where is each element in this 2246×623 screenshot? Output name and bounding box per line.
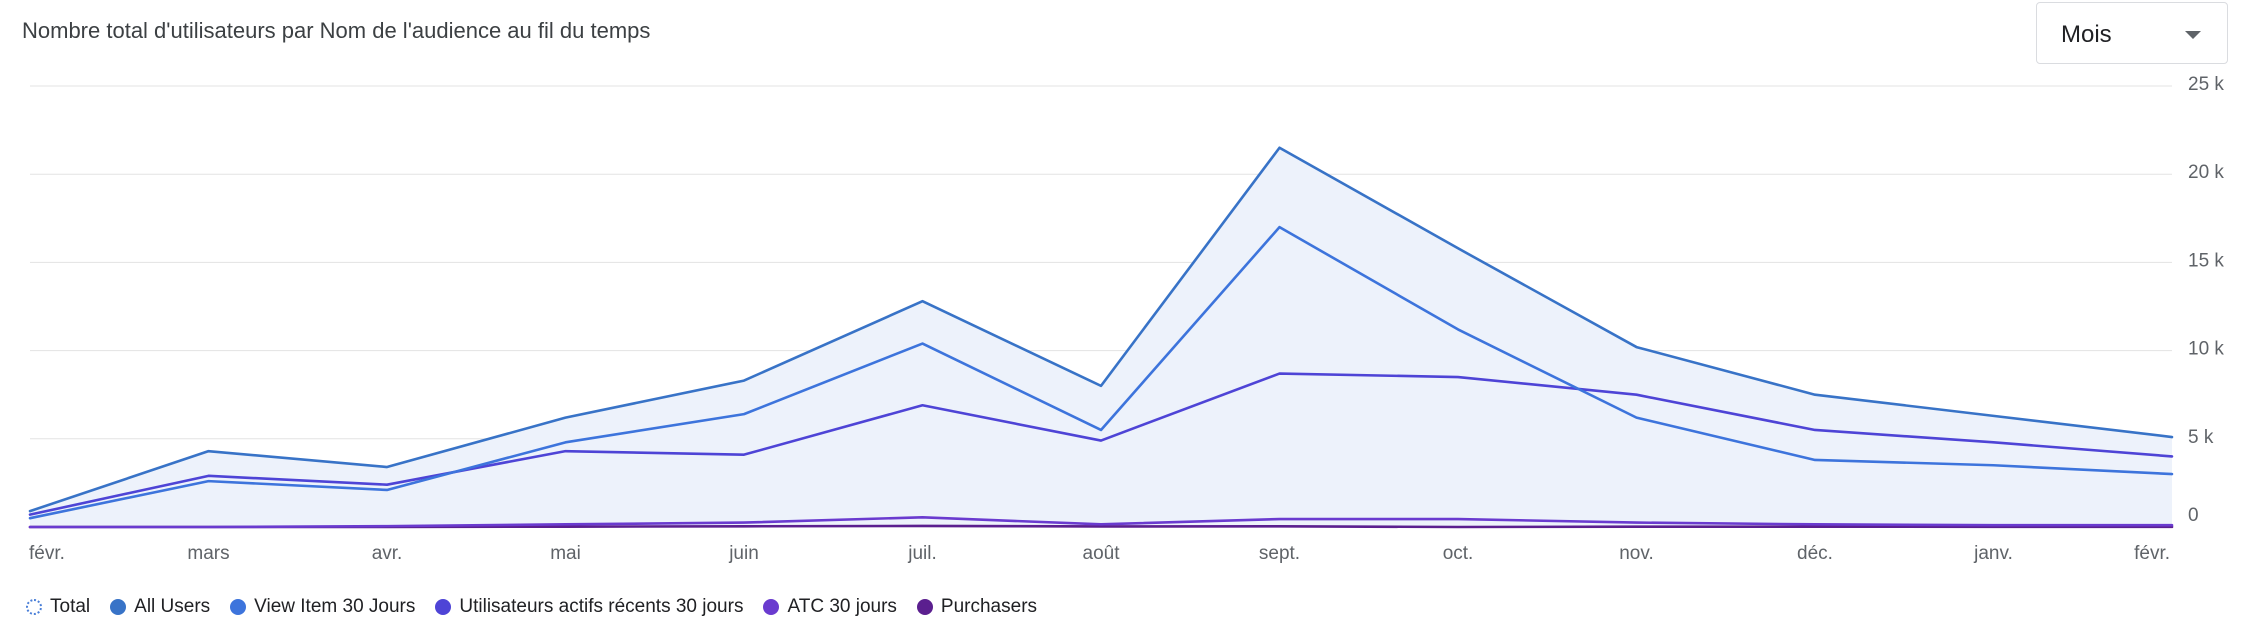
legend-label: ATC 30 jours (787, 596, 897, 617)
y-tick-label: 25 k (2188, 74, 2224, 95)
legend-item[interactable]: Total (26, 596, 90, 618)
series-line-atc-30-jours[interactable] (28, 515, 2174, 529)
legend-swatch-icon (110, 599, 127, 615)
x-tick-label: juin (728, 543, 759, 564)
x-tick-label: oct. (1443, 543, 1474, 564)
legend-label: Purchasers (940, 596, 1038, 617)
y-tick-label: 15 k (2188, 250, 2224, 271)
legend-swatch-icon (435, 599, 452, 615)
legend-label: All Users (134, 596, 211, 617)
period-dropdown[interactable]: Mois (2036, 2, 2228, 64)
x-tick-label: nov. (1619, 543, 1654, 564)
chevron-down-icon (2185, 31, 2201, 39)
legend-label: Total (50, 596, 91, 617)
x-axis-ticks: févr. mars avr. mai juin juil. août sept. oct. no… (29, 543, 2170, 564)
legend-item[interactable]: ATC 30 jours (763, 596, 897, 618)
series-lines (28, 146, 2174, 529)
x-tick-label: déc. (1797, 543, 1833, 564)
y-tick-label: 5 k (2188, 427, 2214, 448)
x-tick-label: sept. (1259, 543, 1300, 564)
legend-item[interactable]: Purchasers (916, 596, 1038, 618)
legend-item[interactable]: All Users (110, 596, 210, 618)
series-line-utilisateurs-actifs-r-cents-30-jours[interactable] (28, 372, 2174, 516)
y-tick-label: 0 (2188, 505, 2199, 526)
x-tick-label: avr. (372, 543, 403, 564)
legend-swatch-icon (763, 599, 780, 615)
x-tick-label: août (1083, 543, 1121, 564)
period-dropdown-value: Mois (2061, 21, 2112, 48)
legend-label: View Item 30 Jours (254, 596, 416, 617)
line-chart: 0 5 k 10 k 15 k 20 k 25 k févr. mars avr. mai jui… (28, 74, 2224, 564)
legend-swatch-icon (230, 599, 247, 615)
legend-swatch-icon (26, 599, 42, 615)
x-tick-label: févr. (29, 543, 65, 564)
series-line-all-users[interactable] (28, 146, 2174, 513)
x-tick-label: janv. (1973, 543, 2013, 564)
series-line-view-item-30-jours[interactable] (28, 225, 2174, 520)
legend-label: Utilisateurs actifs récents 30 jours (459, 596, 744, 617)
legend-swatch-icon (916, 599, 933, 615)
chart-legend: Total All Users View Item 30 Jours Utilisat… (26, 596, 1057, 618)
series-area-total (30, 147, 2172, 528)
legend-item[interactable]: View Item 30 Jours (230, 596, 415, 618)
y-tick-label: 10 k (2188, 339, 2224, 360)
y-tick-label: 20 k (2188, 162, 2224, 183)
x-tick-label: févr. (2134, 543, 2170, 564)
chart-title: Nombre total d'utilisateurs par Nom de l… (22, 18, 651, 43)
area-fill (30, 147, 2172, 528)
x-tick-label: mai (550, 543, 581, 564)
x-tick-label: juil. (907, 543, 937, 564)
y-axis-ticks: 0 5 k 10 k 15 k 20 k 25 k (2188, 74, 2224, 526)
x-tick-label: mars (187, 543, 229, 564)
legend-item[interactable]: Utilisateurs actifs récents 30 jours (435, 596, 743, 618)
